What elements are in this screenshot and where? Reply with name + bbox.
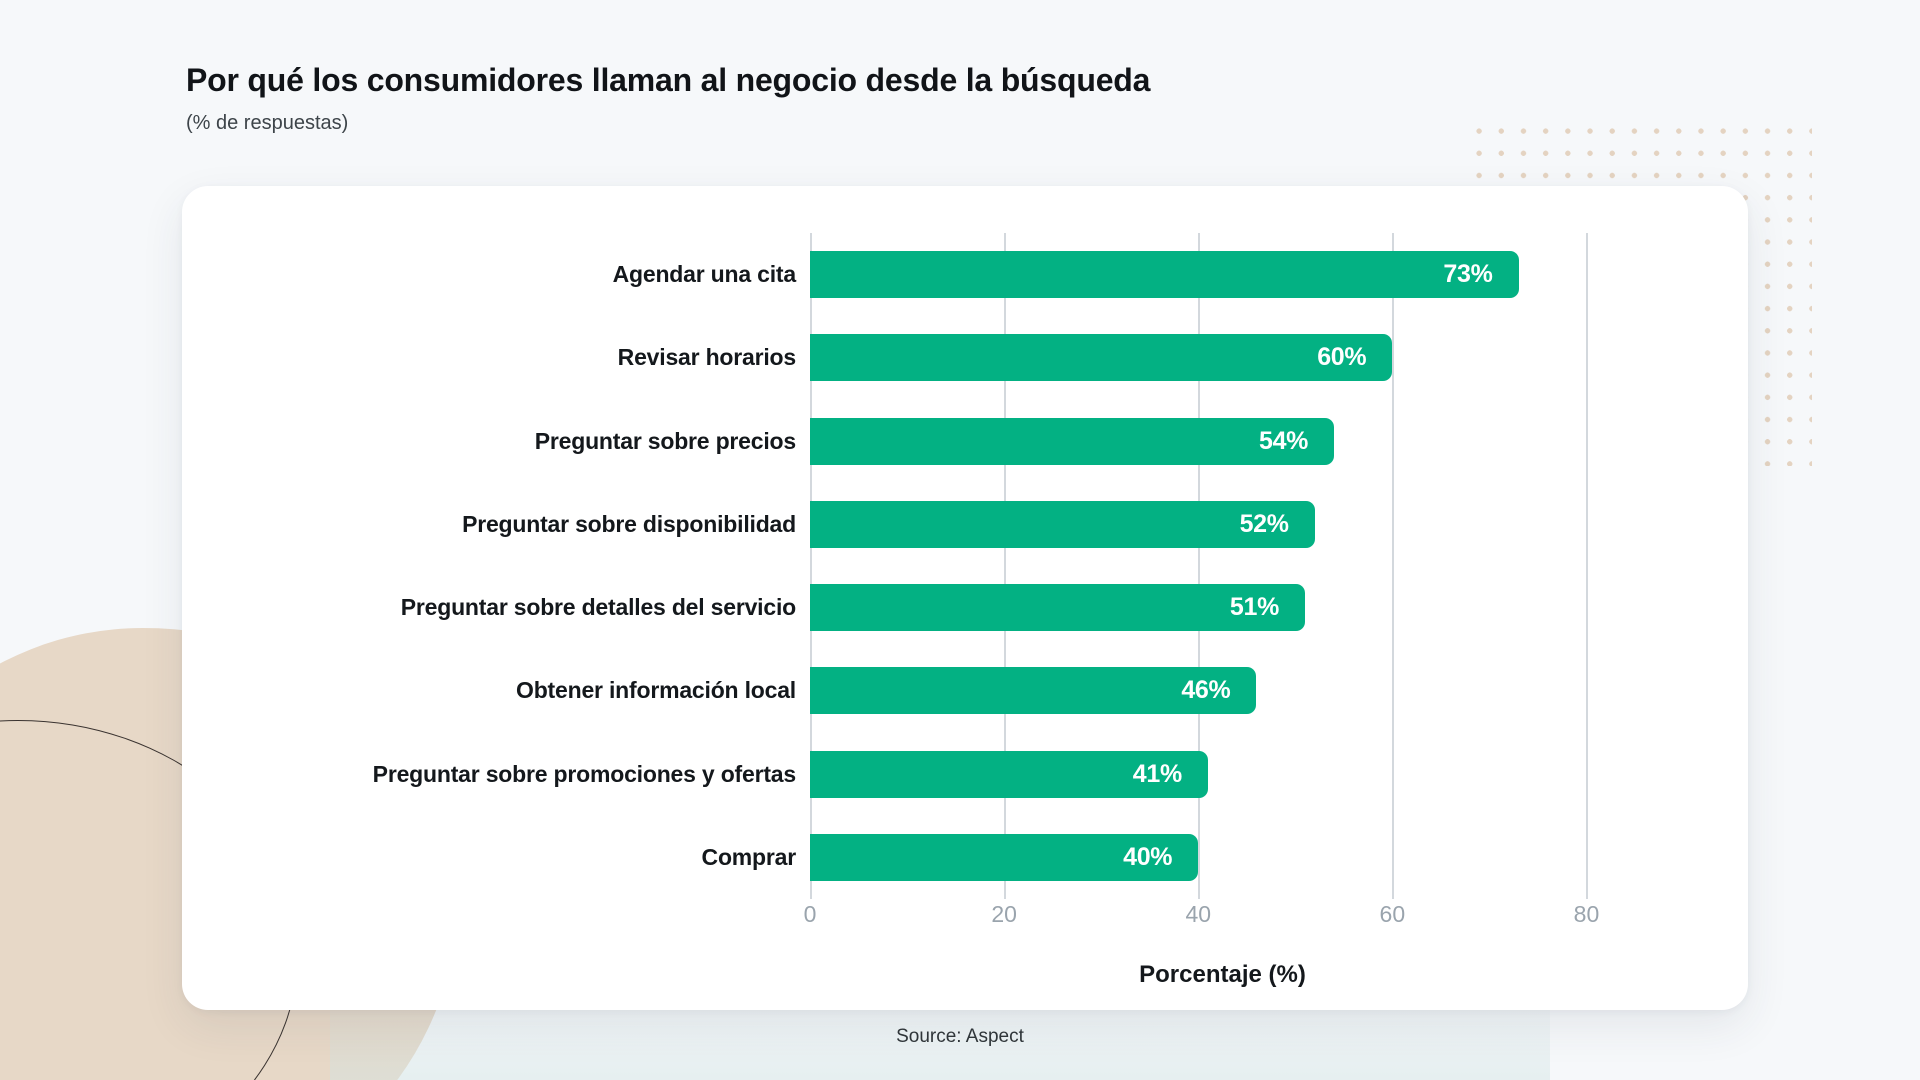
page-title: Por qué los consumidores llaman al negoc… <box>186 62 1151 98</box>
category-label: Preguntar sobre detalles del servicio <box>400 594 796 621</box>
bar-value-label: 40% <box>1123 842 1173 871</box>
bar[interactable]: 51% <box>810 584 1305 632</box>
chart-header: Por qué los consumidores llaman al negoc… <box>186 62 1150 135</box>
bar[interactable]: 52% <box>810 500 1315 548</box>
bar-row[interactable]: Agendar una cita 73% <box>613 251 1635 299</box>
bar-value-label: 73% <box>1443 260 1493 289</box>
bar-row[interactable]: Comprar 40% <box>702 833 1635 881</box>
bar-row[interactable]: Revisar horarios 60% <box>618 334 1635 382</box>
x-axis-title: Porcentaje (%) <box>1139 961 1306 988</box>
category-label: Preguntar sobre precios <box>534 427 796 454</box>
bar-row[interactable]: Preguntar sobre detalles del servicio 51% <box>401 584 1635 632</box>
bar[interactable]: 60% <box>810 334 1393 382</box>
bar[interactable]: 46% <box>810 667 1257 715</box>
gridline-20 <box>1004 233 1006 899</box>
bar-value-label: 54% <box>1258 426 1309 455</box>
source-caption: Source: Aspect <box>896 1026 1024 1047</box>
bar-row[interactable]: Preguntar sobre precios 54% <box>535 417 1635 465</box>
bar-row[interactable]: Preguntar sobre disponibilidad 52% <box>462 500 1635 548</box>
gridline-40 <box>1198 233 1200 899</box>
x-tick-label: 40 <box>1185 901 1212 927</box>
gridline-0 <box>810 233 812 899</box>
bar-value-label: 51% <box>1229 593 1279 622</box>
x-tick-label: 80 <box>1573 901 1600 927</box>
bar-row[interactable]: Preguntar sobre promociones y ofertas 41% <box>373 750 1635 798</box>
x-tick-label: 20 <box>991 901 1017 927</box>
x-tick-label: 0 <box>803 901 817 927</box>
bar-row[interactable]: Obtener información local 46% <box>516 667 1635 715</box>
bar[interactable]: 73% <box>810 251 1519 299</box>
chart-subtitle: (% de respuestas) <box>186 112 349 134</box>
x-axis-ticks: 0 20 40 60 80 <box>804 901 1635 941</box>
bar-rows: Agendar una cita 73% Revisar horarios 60% Pr… <box>373 233 1635 899</box>
category-label: Agendar una cita <box>612 261 797 288</box>
gridline-60 <box>1392 233 1394 899</box>
category-label: Comprar <box>701 843 797 870</box>
bar-value-label: 60% <box>1317 343 1367 372</box>
plot-area: Agendar una cita 73% Revisar horarios 60% Pr… <box>373 233 1635 899</box>
bar[interactable]: 54% <box>810 417 1335 465</box>
chart-card: Agendar una cita 73% Revisar horarios 60% Pr… <box>182 186 1748 1010</box>
category-label: Preguntar sobre promociones y ofertas <box>372 760 797 787</box>
bar-value-label: 46% <box>1181 676 1231 705</box>
bar[interactable]: 41% <box>810 750 1208 798</box>
bar-value-label: 52% <box>1239 509 1289 538</box>
gridline-80 <box>1586 233 1589 899</box>
category-label: Preguntar sobre disponibilidad <box>462 510 796 537</box>
category-label: Obtener información local <box>516 677 796 704</box>
bar[interactable]: 40% <box>810 833 1199 881</box>
bar-value-label: 41% <box>1132 759 1182 788</box>
category-label: Revisar horarios <box>617 344 797 371</box>
x-tick-label: 60 <box>1379 901 1406 927</box>
